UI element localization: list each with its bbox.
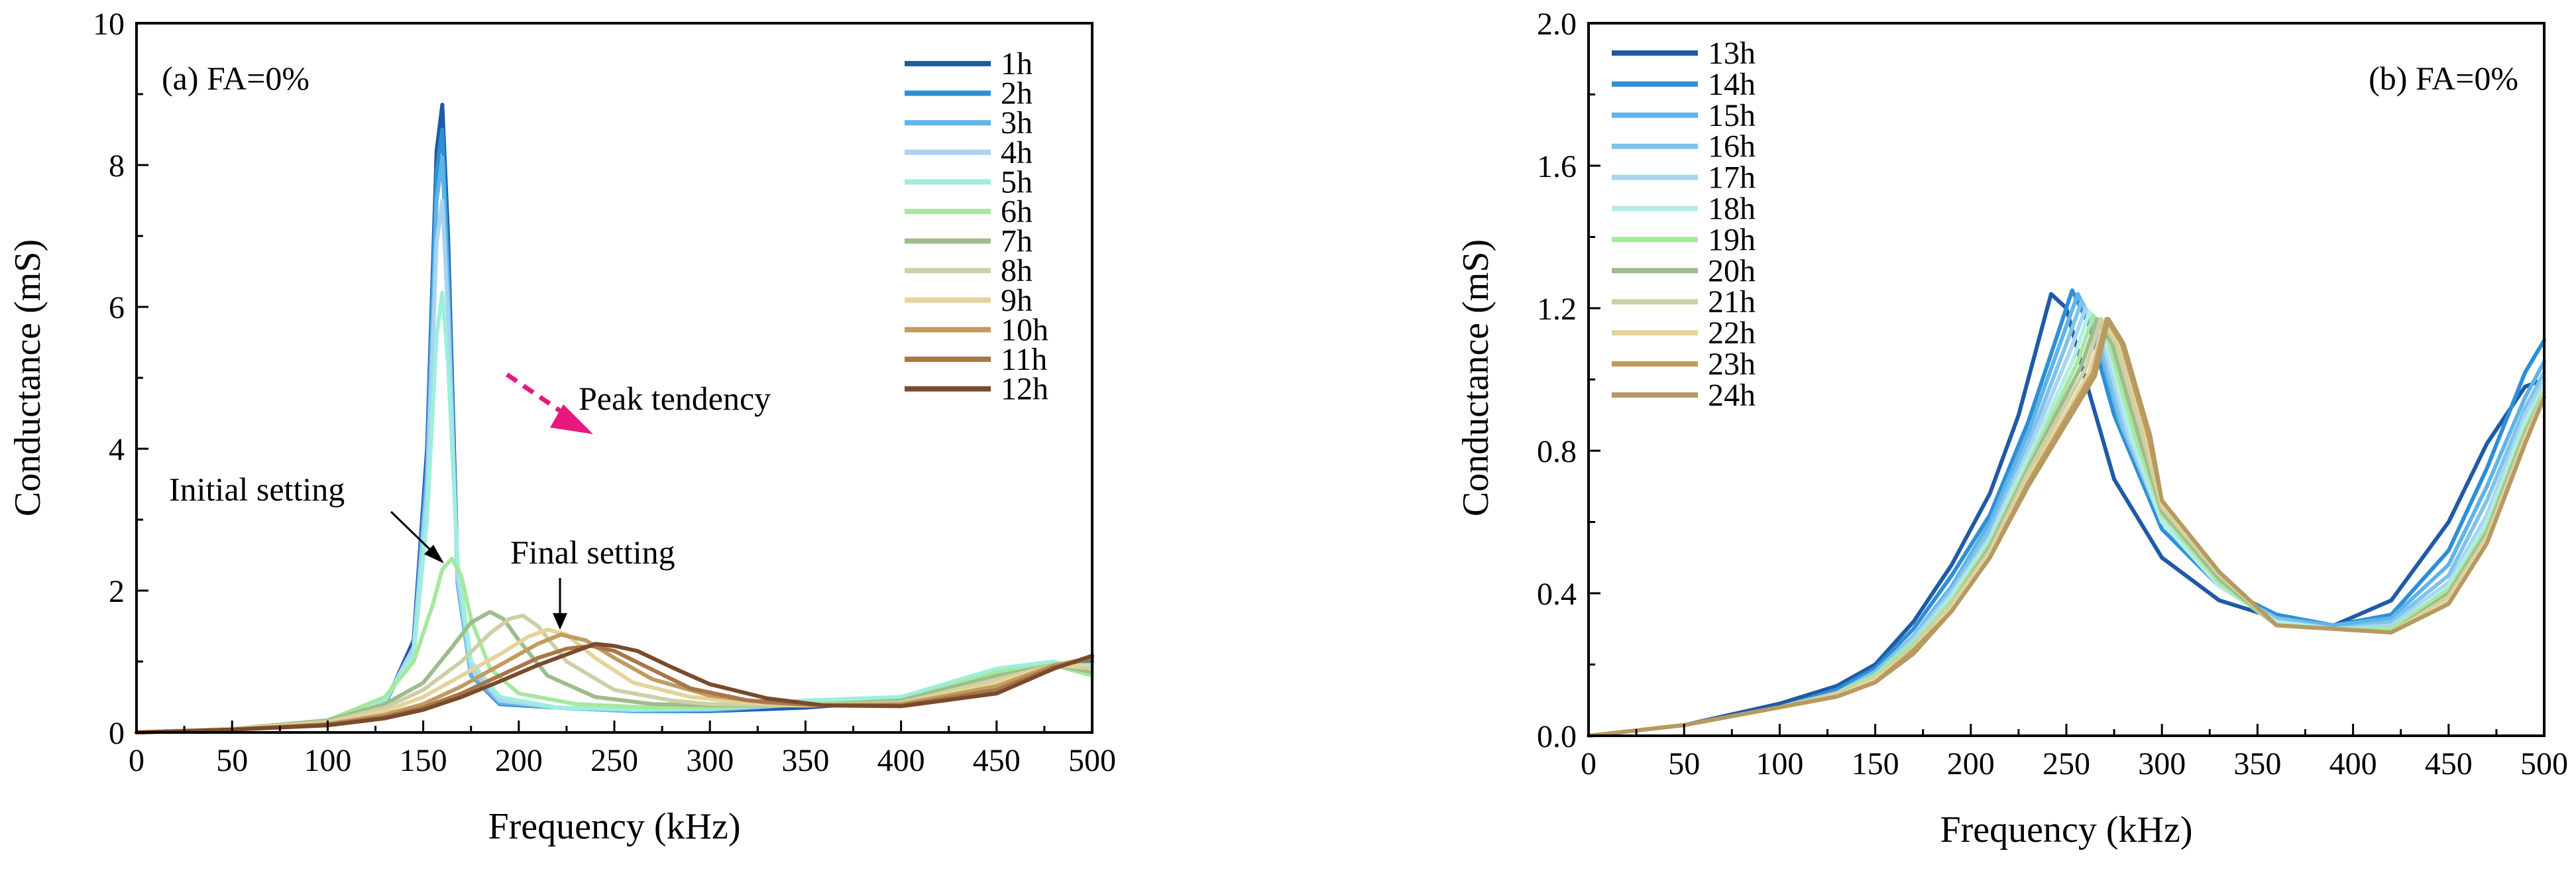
panel-b-legend-label-23h: 23h	[1708, 347, 1756, 382]
final-setting-label: Final setting	[510, 534, 675, 571]
panel-b-series-group	[1587, 288, 2546, 738]
panel-a-x-axis-title: Frequency (kHz)	[488, 806, 741, 847]
panel-a-legend-label-9h: 9h	[1001, 283, 1033, 318]
panel-a-legend-label-2h: 2h	[1001, 76, 1033, 111]
panel-b-legend-label-16h: 16h	[1708, 129, 1756, 164]
panel-b-y-axis-title: Conductance (mS)	[1455, 239, 1496, 516]
panel-b-x-tick-label: 300	[2138, 746, 2186, 782]
panel-a-legend-label-1h: 1h	[1001, 46, 1033, 82]
panel-a-legend-label-12h: 12h	[1001, 372, 1048, 407]
panel-a-series-2h	[135, 127, 1094, 734]
panel-b-legend-label-21h: 21h	[1708, 284, 1756, 319]
panel-b-x-tick-label: 150	[1852, 746, 1899, 782]
panel-b-x-tick-label: 450	[2425, 746, 2473, 782]
panel-a-y-tick-label: 4	[109, 432, 125, 467]
panel-a: 0 50 100 150 200 250 300 350 400 450 500 0 2 4 6 8 10 1h…	[7, 7, 1116, 847]
panel-a-x-tick-label: 0	[129, 743, 144, 778]
panel-b-label: (b) FA=0%	[2369, 60, 2518, 97]
panel-a-legend-label-10h: 10h	[1001, 312, 1048, 347]
panel-b: 0 50 100 150 200 250 300 350 400 450 500 0.0 0.4 0.8 1…	[1455, 7, 2568, 850]
panel-a-y-tick-label: 2	[109, 574, 125, 609]
panel-a-x-tick-label: 300	[686, 743, 734, 778]
panel-a-x-tick-label: 200	[495, 743, 543, 778]
panel-a-y-tick-label: 0	[109, 716, 125, 751]
panel-b-y-tick-label: 0.4	[1537, 577, 1577, 612]
panel-b-x-tick-label: 50	[1668, 746, 1700, 782]
panel-b-x-tick-label: 250	[2043, 746, 2090, 782]
peak-tendency-arrow-shaft	[506, 373, 571, 420]
panel-a-x-tick-label: 250	[590, 743, 638, 778]
final-setting-arrowhead	[553, 613, 567, 630]
panel-b-y-tick-label: 0.0	[1537, 719, 1577, 754]
panel-a-x-tick-label: 500	[1068, 743, 1116, 778]
panel-b-y-tick-label: 2.0	[1537, 7, 1577, 42]
initial-setting-label: Initial setting	[169, 471, 345, 508]
panel-b-legend-label-22h: 22h	[1708, 316, 1756, 351]
panel-a-legend-label-3h: 3h	[1001, 105, 1033, 141]
panel-a-series-7h	[135, 610, 1094, 734]
panel-a-x-tick-label: 450	[973, 743, 1021, 778]
panel-a-y-tick-label: 10	[93, 7, 125, 42]
panel-b-legend-label-14h: 14h	[1708, 67, 1756, 102]
panel-b-legend-label-15h: 15h	[1708, 98, 1756, 133]
panel-a-legend-label-6h: 6h	[1001, 194, 1033, 229]
panel-b-legend-label-18h: 18h	[1708, 192, 1756, 227]
peak-tendency-arrowhead	[550, 404, 593, 434]
panel-a-x-tick-label: 50	[216, 743, 248, 778]
panel-a-series-1h	[135, 103, 1094, 734]
panel-b-x-tick-label: 200	[1947, 746, 1995, 782]
panel-b-y-tick-label: 0.8	[1537, 434, 1577, 469]
panel-b-legend-label-24h: 24h	[1708, 378, 1756, 413]
panel-a-y-axis-title: Conductance (mS)	[7, 239, 48, 516]
panel-b-y-tick-label: 1.2	[1537, 292, 1577, 327]
initial-setting-arrowhead	[424, 545, 444, 563]
initial-setting-arrow-shaft	[390, 510, 435, 555]
panel-a-legend-label-8h: 8h	[1001, 253, 1033, 288]
panel-a-legend-label-11h: 11h	[1001, 342, 1047, 377]
panel-a-series-8h	[135, 613, 1094, 734]
panel-b-legend-label-17h: 17h	[1708, 160, 1756, 196]
panel-a-legend-label-4h: 4h	[1001, 135, 1033, 170]
panel-a-series-12h	[135, 642, 1094, 734]
panel-a-label: (a) FA=0%	[162, 60, 309, 97]
panel-b-legend-label-13h: 13h	[1708, 36, 1756, 71]
panel-a-legend-label-7h: 7h	[1001, 224, 1033, 259]
panel-b-x-tick-label: 400	[2329, 746, 2377, 782]
peak-tendency-label: Peak tendency	[579, 380, 771, 417]
panel-b-legend-label-19h: 19h	[1708, 222, 1756, 257]
panel-a-plot-frame	[135, 22, 1093, 734]
panel-a-x-tick-label: 400	[877, 743, 925, 778]
panel-b-x-axis-title: Frequency (kHz)	[1940, 809, 2193, 850]
panel-b-x-tick-label: 500	[2520, 746, 2568, 782]
panel-a-y-tick-label: 6	[109, 290, 125, 325]
panel-b-x-tick-label: 350	[2233, 746, 2281, 782]
panel-a-legend-label-5h: 5h	[1001, 164, 1033, 200]
panel-a-x-tick-label: 350	[781, 743, 829, 778]
panel-b-legend-label-20h: 20h	[1708, 253, 1756, 288]
panel-a-x-tick-label: 150	[400, 743, 447, 778]
panel-b-series-24h	[1587, 317, 2546, 738]
panel-a-x-tick-label: 100	[304, 743, 351, 778]
panel-b-x-tick-label: 0	[1581, 746, 1596, 782]
panel-a-series-group	[135, 103, 1094, 734]
panel-b-y-tick-label: 1.6	[1537, 149, 1577, 184]
panel-b-x-tick-label: 100	[1756, 746, 1803, 782]
panel-a-y-tick-label: 8	[109, 148, 125, 184]
